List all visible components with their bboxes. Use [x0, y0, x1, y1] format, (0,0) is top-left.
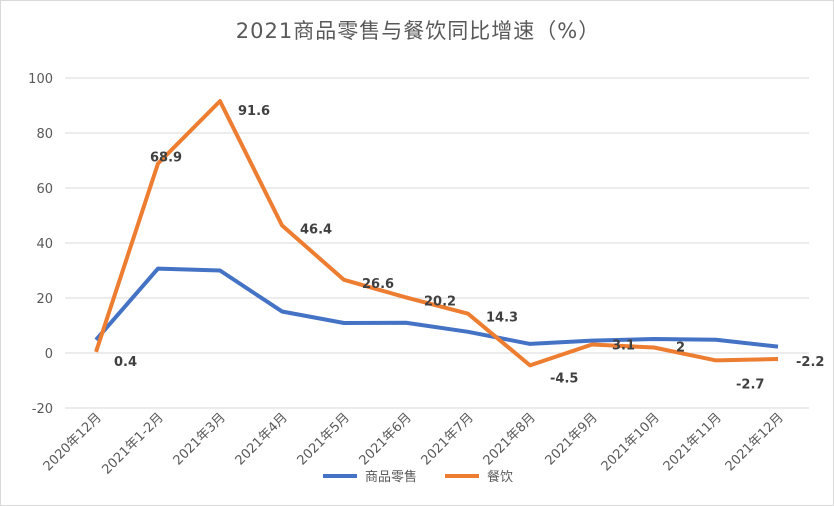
- series-line: [94, 266, 779, 349]
- data-label: -2.7: [736, 377, 764, 392]
- x-tick-label: 2021年11月: [661, 410, 725, 474]
- legend-label: 商品零售: [364, 470, 417, 485]
- data-label: 26.6: [362, 277, 394, 292]
- x-tick-label: 2021年6月: [357, 410, 415, 468]
- legend-label: 餐饮: [487, 470, 514, 485]
- x-tick-label: 2021年7月: [419, 410, 477, 468]
- data-label: 46.4: [300, 222, 332, 237]
- y-tick-label: 0: [45, 347, 53, 362]
- y-tick-label: 80: [36, 127, 53, 142]
- data-label: 68.9: [150, 151, 182, 166]
- data-label: 3.1: [612, 338, 635, 353]
- data-label: -2.2: [796, 355, 824, 370]
- y-tick-label: 40: [36, 237, 53, 252]
- x-tick-label: 2021年5月: [295, 410, 353, 468]
- data-label: 0.4: [114, 355, 137, 370]
- y-tick-label: 60: [36, 182, 53, 197]
- data-label: 2: [676, 341, 685, 356]
- y-tick-label: 100: [28, 72, 53, 87]
- y-tick-label: 20: [36, 292, 53, 307]
- x-tick-label: 2021年3月: [171, 410, 229, 468]
- x-tick-label: 2021年10月: [599, 410, 663, 474]
- chart-title: 2021商品零售与餐饮同比增速（%）: [235, 19, 601, 43]
- x-tick-label: 2020年12月: [41, 410, 105, 474]
- legend-swatch: [445, 473, 479, 478]
- legend-item-catering: 餐饮: [445, 466, 513, 485]
- y-tick-label: -20: [32, 402, 53, 417]
- x-tick-label: 2021年4月: [233, 410, 291, 468]
- data-label: 14.3: [486, 311, 518, 326]
- data-label: -4.5: [550, 371, 578, 386]
- legend-item-retail: 商品零售: [322, 466, 417, 485]
- x-tick-label: 2021年12月: [723, 410, 787, 474]
- data-label: 91.6: [238, 104, 270, 119]
- x-tick-label: 2021年8月: [481, 410, 539, 468]
- x-tick-label: 2021年9月: [543, 410, 601, 468]
- legend-swatch: [322, 473, 357, 478]
- data-label: 20.2: [424, 294, 456, 309]
- legend: 商品零售 餐饮: [1, 466, 833, 485]
- series-line: [94, 99, 779, 368]
